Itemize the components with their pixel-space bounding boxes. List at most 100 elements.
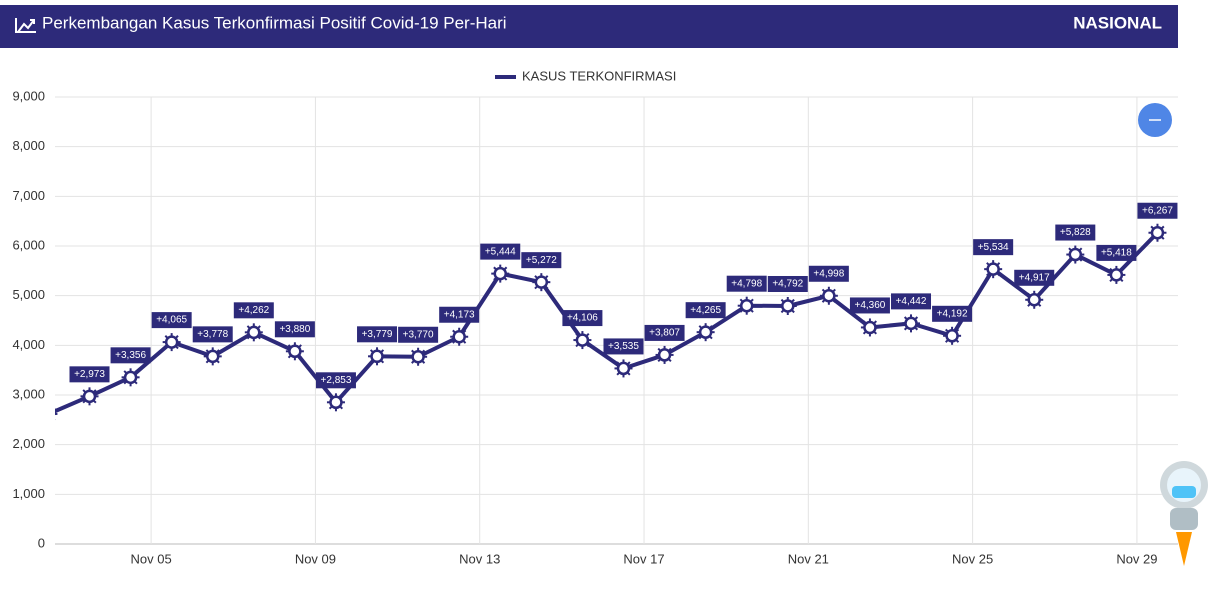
mascot bbox=[1160, 461, 1208, 566]
marker-body bbox=[205, 349, 220, 364]
data-label: +2,973 bbox=[74, 369, 105, 380]
data-label-bg bbox=[1096, 244, 1137, 261]
x-tick-label: Nov 17 bbox=[623, 551, 664, 566]
data-label: +4,917 bbox=[1019, 272, 1050, 283]
data-label-bg bbox=[192, 326, 233, 343]
marker-spike bbox=[42, 408, 48, 414]
marker-body bbox=[698, 325, 713, 339]
virus-marker bbox=[532, 273, 551, 292]
data-label: +4,262 bbox=[238, 305, 269, 316]
legend-label: KASUS TERKONFIRMASI bbox=[522, 68, 676, 83]
virus-marker bbox=[326, 393, 345, 412]
x-tick-label: Nov 29 bbox=[1116, 551, 1157, 566]
virus-marker bbox=[860, 318, 879, 337]
marker-body bbox=[164, 335, 179, 349]
virus-marker bbox=[491, 264, 510, 283]
virus-marker bbox=[902, 314, 921, 333]
data-label: +4,265 bbox=[690, 305, 721, 316]
marker-body bbox=[493, 266, 508, 281]
chart-icon bbox=[15, 18, 36, 33]
marker-body bbox=[945, 329, 959, 343]
y-tick-label: 6,000 bbox=[12, 237, 45, 252]
y-tick-label: 8,000 bbox=[12, 138, 45, 153]
data-label: +3,779 bbox=[362, 329, 393, 340]
data-label: +4,360 bbox=[854, 300, 885, 311]
marker-body bbox=[781, 299, 795, 313]
data-label: +5,828 bbox=[1060, 227, 1091, 238]
data-label: +3,778 bbox=[197, 329, 228, 340]
data-label: +3,880 bbox=[279, 324, 310, 335]
marker-body bbox=[986, 262, 1000, 276]
data-label: +5,444 bbox=[485, 246, 516, 257]
data-label-bg bbox=[1055, 224, 1096, 241]
data-label: +6,267 bbox=[1142, 205, 1173, 216]
marker-body bbox=[1068, 247, 1083, 262]
y-tick-label: 9,000 bbox=[12, 88, 45, 103]
data-label: +2,853 bbox=[321, 375, 352, 386]
virus-marker bbox=[696, 323, 715, 342]
marker-spike bbox=[55, 419, 56, 421]
virus-marker bbox=[1107, 265, 1126, 284]
data-label-bg bbox=[644, 324, 685, 341]
marker-body bbox=[1150, 225, 1165, 240]
data-label-bg bbox=[521, 252, 562, 269]
x-tick-label: Nov 25 bbox=[952, 551, 993, 566]
marker-spike bbox=[42, 414, 48, 420]
marker-spike bbox=[55, 407, 56, 409]
virus-marker bbox=[121, 368, 140, 387]
data-label-bg bbox=[973, 239, 1014, 256]
header-title: Perkembangan Kasus Terkonfirmasi Positif… bbox=[42, 13, 507, 32]
data-label-bg bbox=[480, 243, 521, 260]
marker-body bbox=[288, 344, 302, 359]
virus-marker bbox=[1066, 245, 1085, 264]
marker-body bbox=[1109, 268, 1124, 282]
y-tick-label: 5,000 bbox=[12, 287, 45, 302]
data-label-bg bbox=[808, 265, 849, 282]
data-label-bg bbox=[357, 326, 398, 343]
y-tick-label: 3,000 bbox=[12, 386, 45, 401]
virus-marker bbox=[368, 347, 387, 366]
virus-marker bbox=[819, 286, 838, 305]
y-tick-label: 2,000 bbox=[12, 436, 45, 451]
data-label: +4,998 bbox=[813, 268, 844, 279]
virus-marker bbox=[573, 331, 592, 350]
data-label-bg bbox=[849, 297, 890, 314]
marker-body bbox=[616, 361, 631, 376]
virus-marker bbox=[778, 296, 797, 315]
marker-body bbox=[123, 370, 138, 385]
data-label: +4,792 bbox=[772, 279, 803, 290]
marker-body bbox=[370, 349, 384, 364]
data-label-bg bbox=[932, 305, 973, 322]
data-label-bg bbox=[1137, 202, 1178, 219]
virus-marker bbox=[1025, 290, 1044, 309]
data-label-bg bbox=[439, 306, 480, 323]
data-label-bg bbox=[767, 275, 808, 292]
data-label: +4,106 bbox=[567, 313, 598, 324]
virus-marker bbox=[42, 407, 58, 421]
virus-marker bbox=[285, 342, 304, 361]
marker-body bbox=[863, 320, 877, 335]
virus-marker bbox=[203, 347, 222, 366]
data-label-bg bbox=[69, 366, 110, 383]
region-label: NASIONAL bbox=[1073, 13, 1162, 32]
marker-body bbox=[904, 316, 918, 331]
data-label: +4,065 bbox=[156, 315, 187, 326]
x-tick-label: Nov 05 bbox=[131, 551, 172, 566]
data-label: +4,173 bbox=[444, 309, 475, 320]
virus-marker bbox=[614, 359, 633, 378]
data-label: +5,272 bbox=[526, 255, 557, 266]
data-label-bg bbox=[685, 302, 726, 319]
data-label-bg bbox=[151, 312, 192, 329]
marker-body bbox=[739, 298, 754, 313]
data-label-bg bbox=[233, 302, 274, 319]
data-label-bg bbox=[1014, 269, 1055, 286]
data-label-bg bbox=[110, 347, 151, 364]
series-line bbox=[55, 231, 1159, 414]
virus-marker bbox=[244, 323, 263, 342]
y-tick-label: 1,000 bbox=[12, 486, 45, 501]
data-label-bg bbox=[603, 338, 644, 355]
marker-body bbox=[329, 395, 343, 410]
virus-marker bbox=[1148, 223, 1167, 242]
data-label: +3,535 bbox=[608, 341, 639, 352]
virus-marker bbox=[984, 260, 1003, 279]
